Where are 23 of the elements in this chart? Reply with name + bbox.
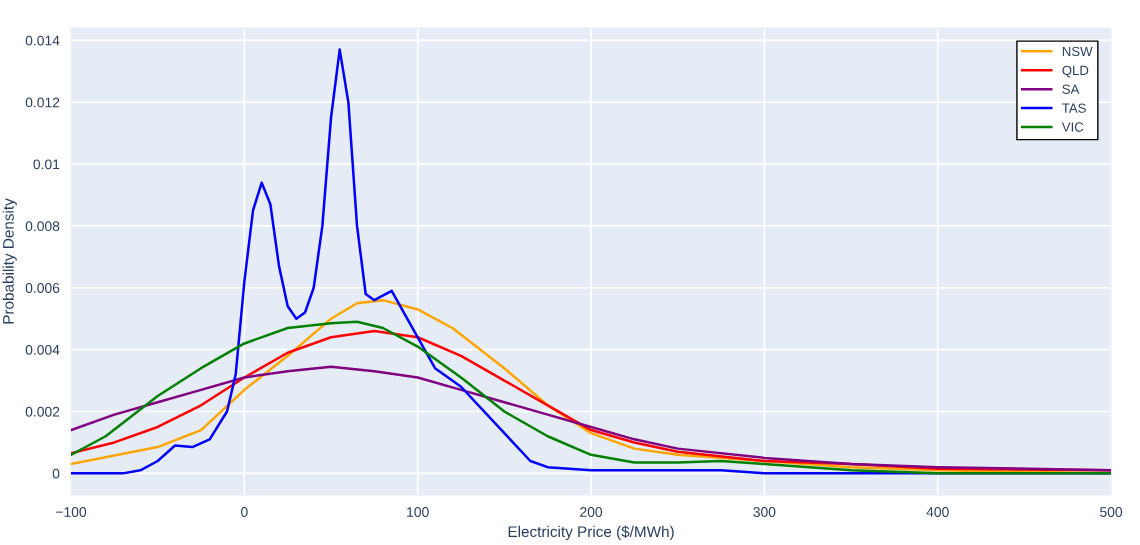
x-tick-label: 500 xyxy=(1100,507,1123,517)
x-tick-label: 300 xyxy=(753,507,776,517)
line-series xyxy=(71,365,1112,472)
legend-label: QLD xyxy=(1062,65,1089,78)
y-tick-label: 0.002 xyxy=(25,406,60,417)
y-tick-label: 0.012 xyxy=(25,97,60,108)
x-tick-label: 100 xyxy=(407,507,429,517)
x-tick-label: 200 xyxy=(580,507,603,517)
y-tick-label: 0 xyxy=(52,468,60,479)
y-tick-label: 0.004 xyxy=(25,344,60,355)
y-tick-label: 0.008 xyxy=(25,221,60,232)
x-axis-title: Electricity Price ($/MWh) xyxy=(508,525,674,541)
x-tick-label: −100 xyxy=(56,507,87,517)
x-tick-label: 400 xyxy=(926,507,949,517)
y-axis-title: Probability Density xyxy=(2,198,17,324)
legend-label: VIC xyxy=(1061,122,1084,132)
legend-label: SA xyxy=(1062,84,1080,94)
x-tick-label: 0 xyxy=(241,507,248,517)
legend-label: TAS xyxy=(1062,103,1086,113)
legend-label: NSW xyxy=(1062,46,1093,57)
y-tick-label: 0.01 xyxy=(33,159,60,170)
y-tick-label: 0.006 xyxy=(25,283,60,293)
y-tick-label: 0.014 xyxy=(25,35,60,46)
